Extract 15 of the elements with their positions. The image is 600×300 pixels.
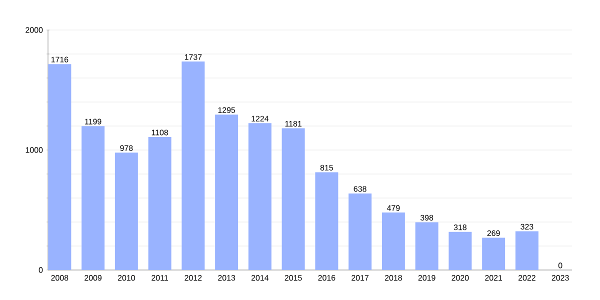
bar: [315, 172, 338, 270]
bar: [282, 128, 305, 270]
bar: [82, 126, 105, 270]
bar: [114, 152, 138, 270]
bar: [48, 64, 72, 270]
bar: [348, 193, 372, 270]
bar: [182, 62, 205, 270]
bar: [482, 238, 506, 270]
bar: [382, 212, 405, 270]
bar: [515, 231, 538, 270]
bar: [248, 123, 272, 270]
bar: [148, 137, 172, 270]
bar: [215, 114, 238, 270]
bar: [415, 222, 438, 270]
bar: [448, 232, 472, 270]
